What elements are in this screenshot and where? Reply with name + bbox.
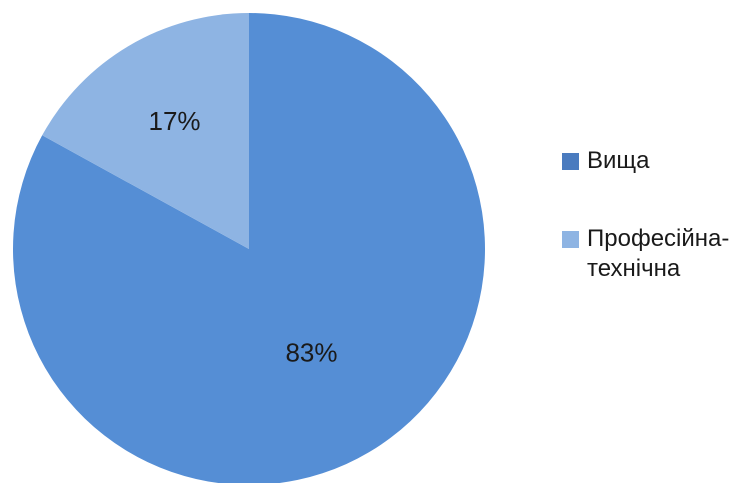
chart-legend: Вища Професійна- технічна (562, 146, 752, 284)
legend-item-0: Вища (562, 146, 752, 176)
pie-data-label-1: 17% (148, 106, 200, 136)
legend-swatch-1 (562, 231, 579, 248)
legend-label-1: Професійна- технічна (587, 224, 729, 284)
pie-data-label-0: 83% (285, 338, 337, 368)
pie-slices (13, 13, 485, 483)
legend-item-1: Професійна- технічна (562, 224, 752, 284)
legend-swatch-0 (562, 153, 579, 170)
legend-label-0: Вища (587, 146, 650, 176)
